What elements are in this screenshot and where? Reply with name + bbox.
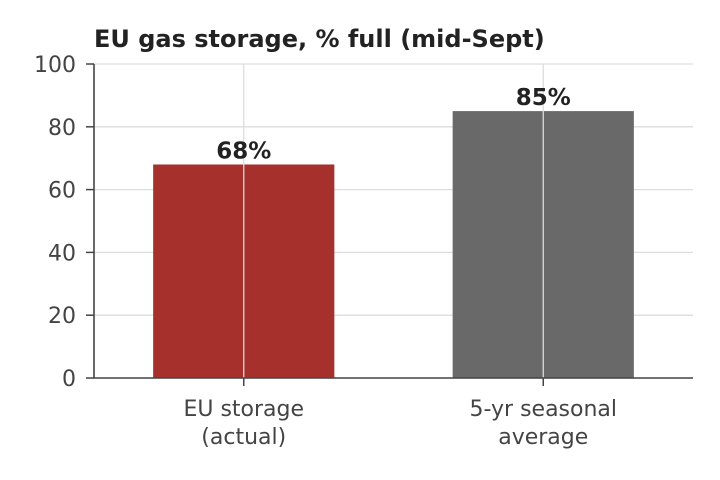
category-label-1-line-1: average (498, 425, 588, 450)
y-tick-label-100: 100 (34, 53, 76, 78)
category-label-1-line-0: 5-yr seasonal (469, 397, 617, 422)
category-label-0: EU storage (actual) (183, 397, 304, 450)
data-label-1: 85% (516, 85, 571, 111)
y-tick-label-80: 80 (48, 116, 76, 141)
data-label-0: 68% (216, 138, 271, 164)
category-label-1: 5-yr seasonal average (469, 397, 617, 450)
y-tick-label-0: 0 (62, 367, 76, 392)
y-tick-label-40: 40 (48, 241, 76, 266)
category-label-0-line-0: EU storage (183, 397, 304, 422)
category-label-0-line-1: (actual) (201, 425, 286, 450)
y-tick-label-60: 60 (48, 179, 76, 204)
chart-title: EU gas storage, % full (mid-Sept) (94, 25, 545, 53)
vertical-grid-lines (243, 64, 544, 378)
y-tick-label-20: 20 (48, 304, 76, 329)
labels: 68% EU storage (actual) 85% 5-yr seasonal ave… (34, 53, 617, 450)
axes (86, 63, 693, 386)
